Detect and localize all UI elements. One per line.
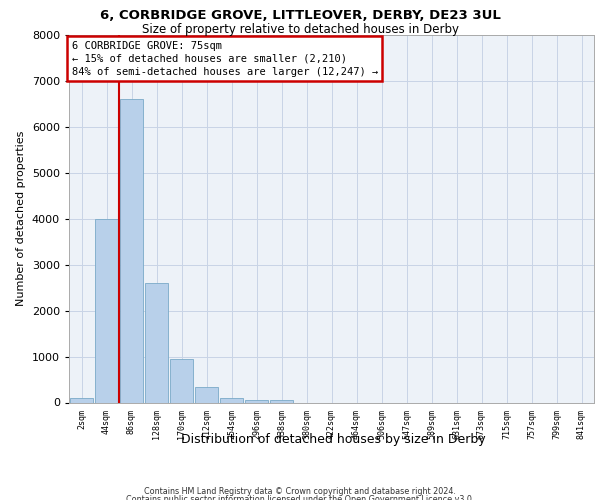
Text: Size of property relative to detached houses in Derby: Size of property relative to detached ho… [142, 22, 458, 36]
Text: Contains public sector information licensed under the Open Government Licence v3: Contains public sector information licen… [126, 495, 474, 500]
Bar [120, 100, 143, 403]
Bar [270, 400, 293, 402]
Bar [145, 283, 168, 403]
Bar [245, 400, 268, 402]
Text: Contains HM Land Registry data © Crown copyright and database right 2024.: Contains HM Land Registry data © Crown c… [144, 488, 456, 496]
Bar [220, 398, 243, 402]
Text: Distribution of detached houses by size in Derby: Distribution of detached houses by size … [181, 432, 485, 446]
Bar [95, 219, 118, 402]
Bar [195, 388, 218, 402]
Bar [70, 398, 93, 402]
Text: 6, CORBRIDGE GROVE, LITTLEOVER, DERBY, DE23 3UL: 6, CORBRIDGE GROVE, LITTLEOVER, DERBY, D… [100, 9, 500, 22]
Y-axis label: Number of detached properties: Number of detached properties [16, 131, 26, 306]
Text: 6 CORBRIDGE GROVE: 75sqm
← 15% of detached houses are smaller (2,210)
84% of sem: 6 CORBRIDGE GROVE: 75sqm ← 15% of detach… [71, 40, 378, 77]
Bar [170, 359, 193, 403]
